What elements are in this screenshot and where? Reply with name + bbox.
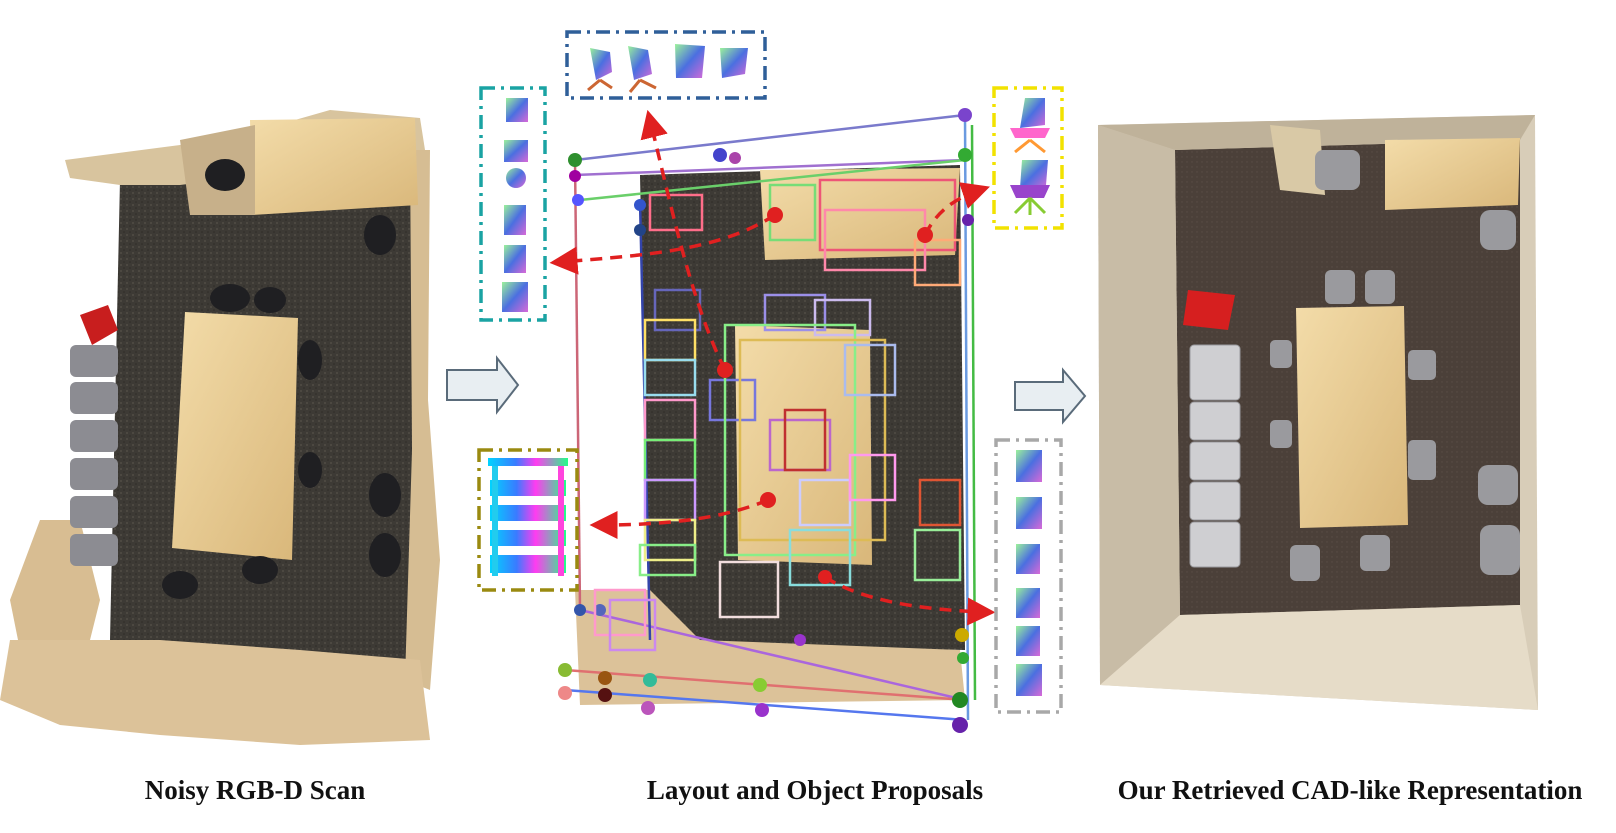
inset-teal-chairs — [479, 86, 547, 322]
scan-red-chair — [80, 305, 118, 345]
chair-thumbnail-icon — [1016, 450, 1042, 696]
caption-layout-proposals: Layout and Object Proposals — [646, 775, 984, 805]
cad-table — [1296, 306, 1408, 528]
inset-olive-shelf — [477, 448, 579, 592]
cad-wall-bottom — [1100, 605, 1538, 710]
cad-cabinet — [1270, 125, 1325, 195]
rgbd-scan-panel — [0, 110, 440, 745]
flow-arrow-icon — [1014, 367, 1087, 425]
proposal-desk — [760, 168, 960, 260]
chair-thumbnail-icon — [502, 98, 528, 312]
flow-arrow-icon — [446, 355, 520, 415]
caption-cad-representation: Our Retrieved CAD-like Representation — [1117, 775, 1583, 805]
scan-wall-bottom — [0, 640, 430, 745]
inset-gray-chairs — [994, 438, 1063, 714]
proposals-panel — [477, 30, 1064, 733]
object-proposal-boxes — [593, 178, 962, 652]
chair-thumbnail-icon — [587, 44, 748, 93]
proposal-arrow-icon — [549, 109, 996, 626]
scan-wall-right — [405, 150, 440, 690]
inset-yellow-chairs — [992, 86, 1064, 230]
scan-desk — [250, 118, 418, 215]
chair-thumbnail-icon — [1010, 98, 1050, 215]
shelf-thumbnail-icon — [488, 458, 568, 576]
cad-red-chair — [1183, 290, 1235, 330]
scan-gray-chairs — [70, 345, 118, 566]
scan-chairs — [162, 159, 401, 599]
cad-chairs — [1270, 150, 1520, 581]
caption-rgbd-scan: Noisy RGB-D Scan — [144, 775, 366, 805]
inset-blue-chairs — [565, 30, 767, 100]
layout-corner-nodes — [558, 108, 974, 733]
cad-desk — [1385, 138, 1520, 210]
scan-table — [172, 312, 298, 560]
cad-wall-left — [1098, 125, 1180, 685]
cad-result-panel — [1098, 115, 1538, 710]
proposal-anchor-dots — [717, 207, 933, 584]
cad-chair-row — [1189, 344, 1241, 568]
